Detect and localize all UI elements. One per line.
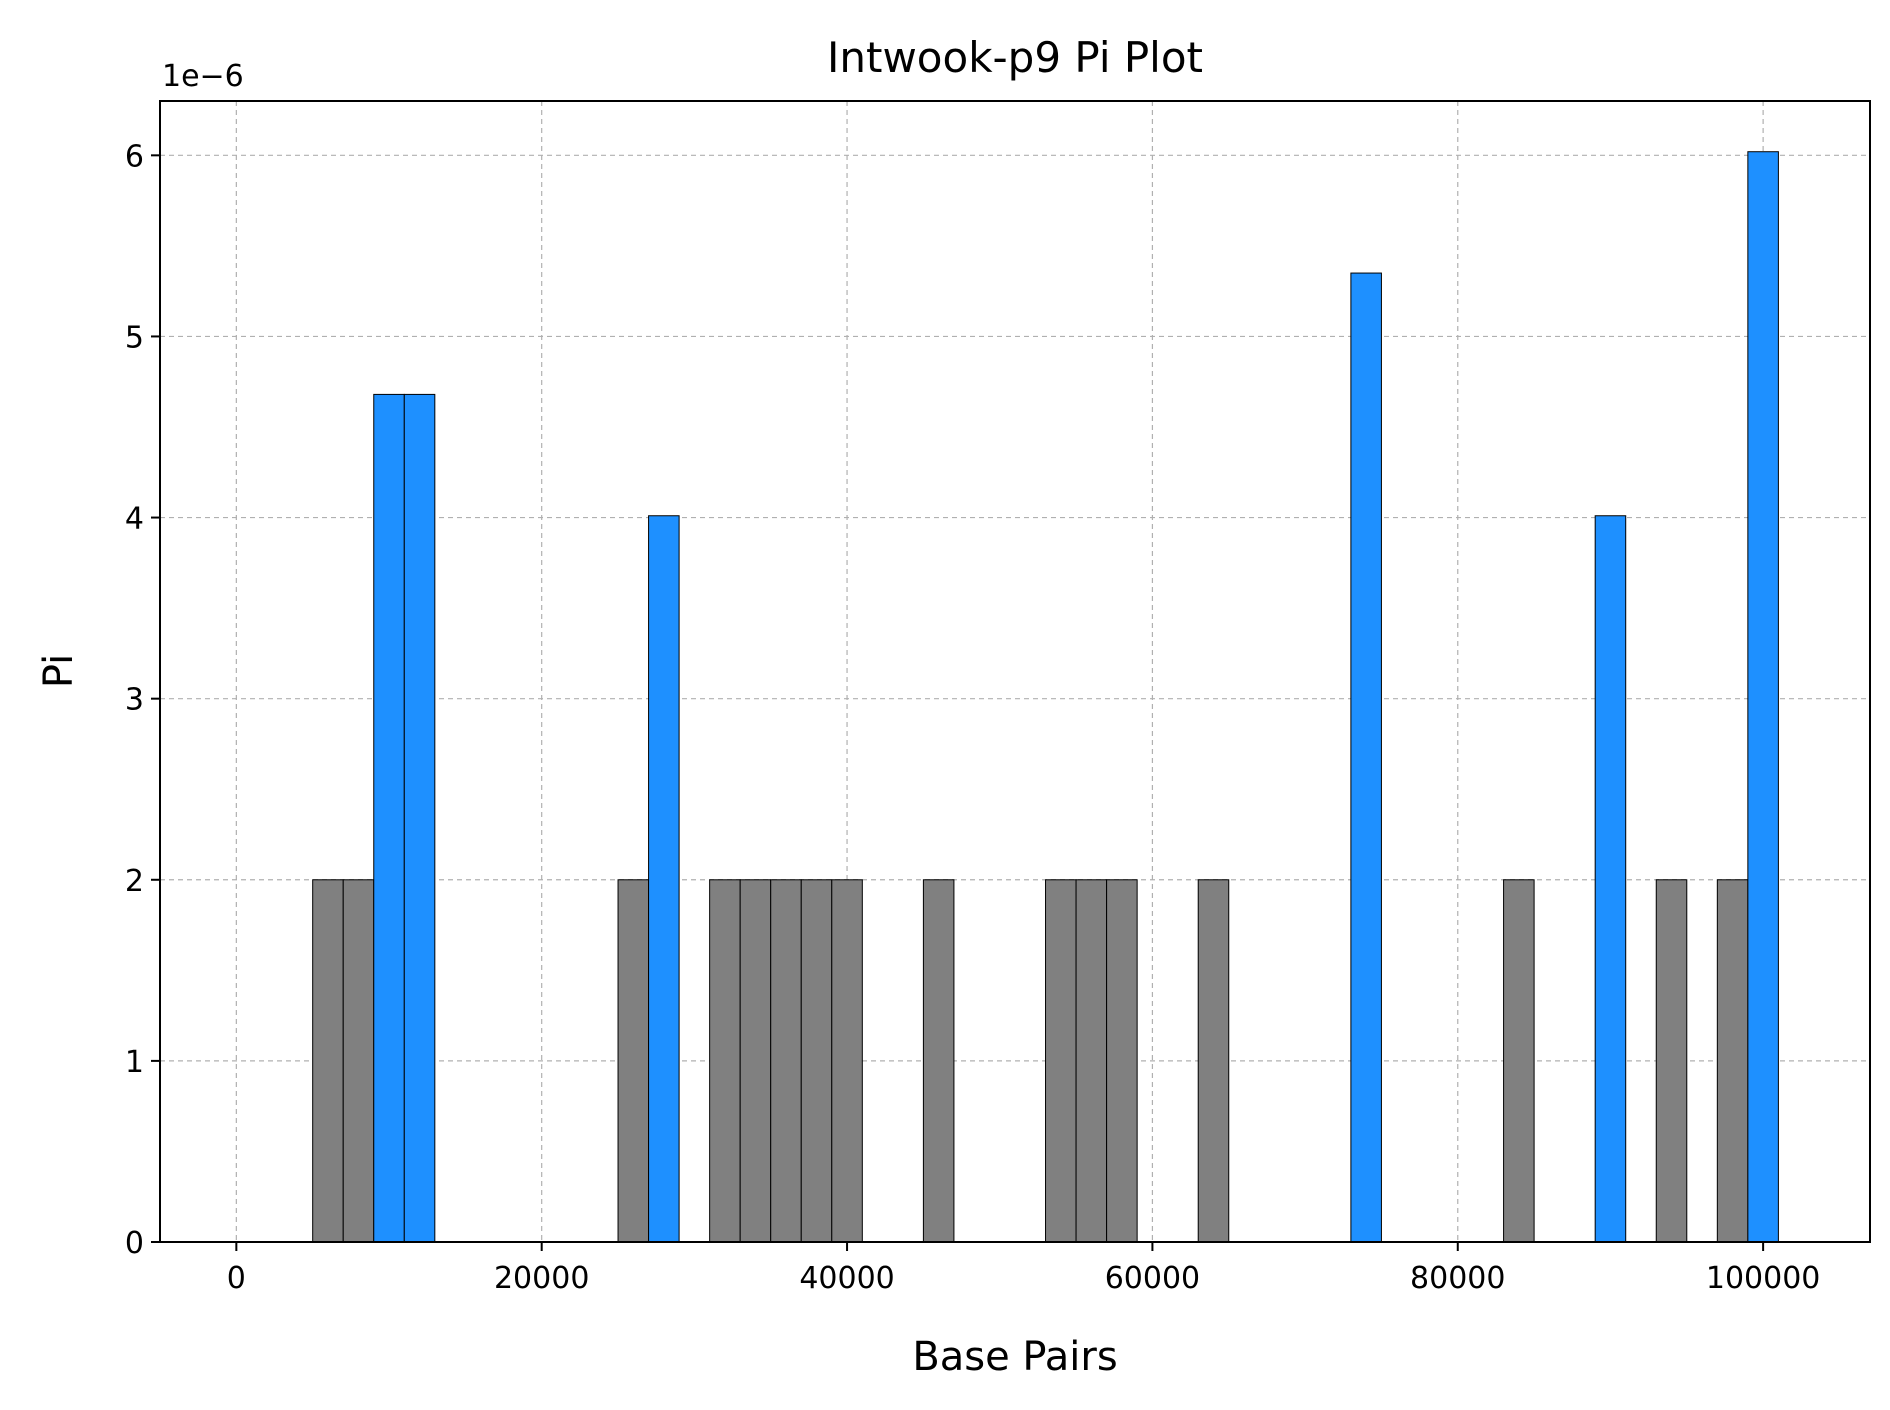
bar	[1350, 272, 1382, 1243]
bar	[1594, 515, 1627, 1243]
bar	[342, 879, 375, 1243]
x-tick-label: 40000	[799, 1261, 894, 1296]
y-axis-title: Pi	[36, 654, 82, 688]
y-tick-label: 4	[125, 502, 144, 537]
x-tick-label: 20000	[494, 1261, 589, 1296]
grid-lines	[160, 101, 1870, 1243]
y-axis-offset-label: 1e−6	[162, 59, 244, 94]
bar	[1747, 151, 1779, 1243]
y-tick-label: 6	[125, 139, 144, 174]
bar	[922, 879, 955, 1243]
y-tick-label: 0	[125, 1226, 144, 1261]
x-axis-title: Base Pairs	[912, 1334, 1117, 1380]
bar	[1197, 879, 1230, 1243]
bar	[1045, 879, 1077, 1243]
plot-area-frame	[159, 100, 1871, 1243]
y-tick-label: 2	[125, 864, 144, 899]
y-tick-label: 3	[125, 683, 144, 718]
y-tick-label: 5	[125, 320, 144, 355]
bar	[403, 393, 436, 1243]
x-tick-label: 0	[227, 1261, 246, 1296]
bar	[1075, 879, 1108, 1243]
bar	[831, 879, 863, 1243]
bar	[1106, 879, 1138, 1243]
bar	[648, 515, 680, 1243]
bar	[709, 879, 741, 1243]
bar	[373, 393, 405, 1243]
x-tick-label: 80000	[1410, 1261, 1505, 1296]
bar	[800, 879, 833, 1243]
x-tick-label: 100000	[1706, 1261, 1821, 1296]
y-tick-label: 1	[125, 1045, 144, 1080]
bar	[312, 879, 344, 1243]
bar	[1655, 879, 1688, 1243]
bar	[617, 879, 650, 1243]
bar	[739, 879, 772, 1243]
bars	[312, 151, 1779, 1243]
bar	[1503, 879, 1535, 1243]
chart-title: Intwook-p9 Pi Plot	[827, 33, 1203, 82]
bar	[770, 879, 802, 1243]
bar	[1716, 879, 1749, 1243]
y-axis-ticks: 0 1 2 3 4 5 6	[125, 139, 160, 1261]
x-tick-label: 60000	[1105, 1261, 1200, 1296]
x-axis-ticks: 0 20000 40000 60000 80000 100000	[227, 1242, 1821, 1296]
